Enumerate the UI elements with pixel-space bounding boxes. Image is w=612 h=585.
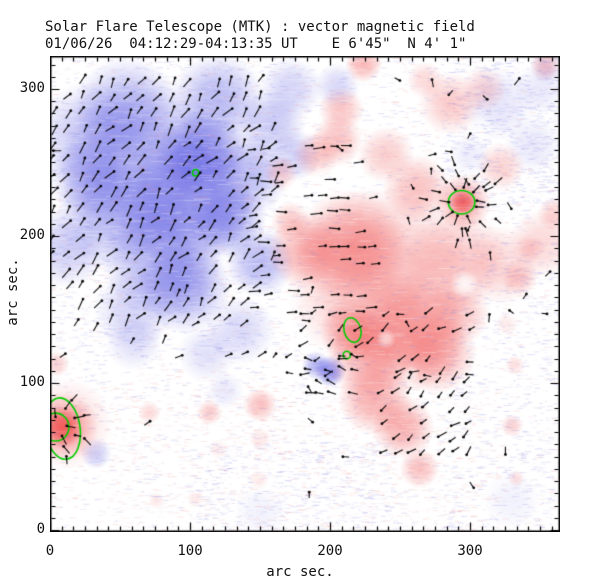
y-tick-label-100: 100	[19, 374, 45, 390]
plot-title: Solar Flare Telescope (MTK) : vector mag…	[45, 19, 475, 35]
x-tick-label-0: 0	[45, 543, 55, 559]
x-tick-label-200: 200	[317, 543, 343, 559]
y-axis-label: arc sec.	[5, 258, 21, 326]
y-tick-label-200: 200	[19, 227, 45, 243]
y-tick-label-0: 0	[36, 521, 45, 537]
x-tick-label-300: 300	[457, 543, 483, 559]
x-tick-label-100: 100	[177, 543, 203, 559]
plot-subtitle: 01/06/26 04:12:29-04:13:35 UT E 6'45" N …	[45, 36, 467, 52]
x-axis-label: arc sec.	[266, 564, 334, 580]
y-tick-label-300: 300	[19, 80, 45, 96]
magnetogram-plot-canvas	[50, 56, 560, 532]
